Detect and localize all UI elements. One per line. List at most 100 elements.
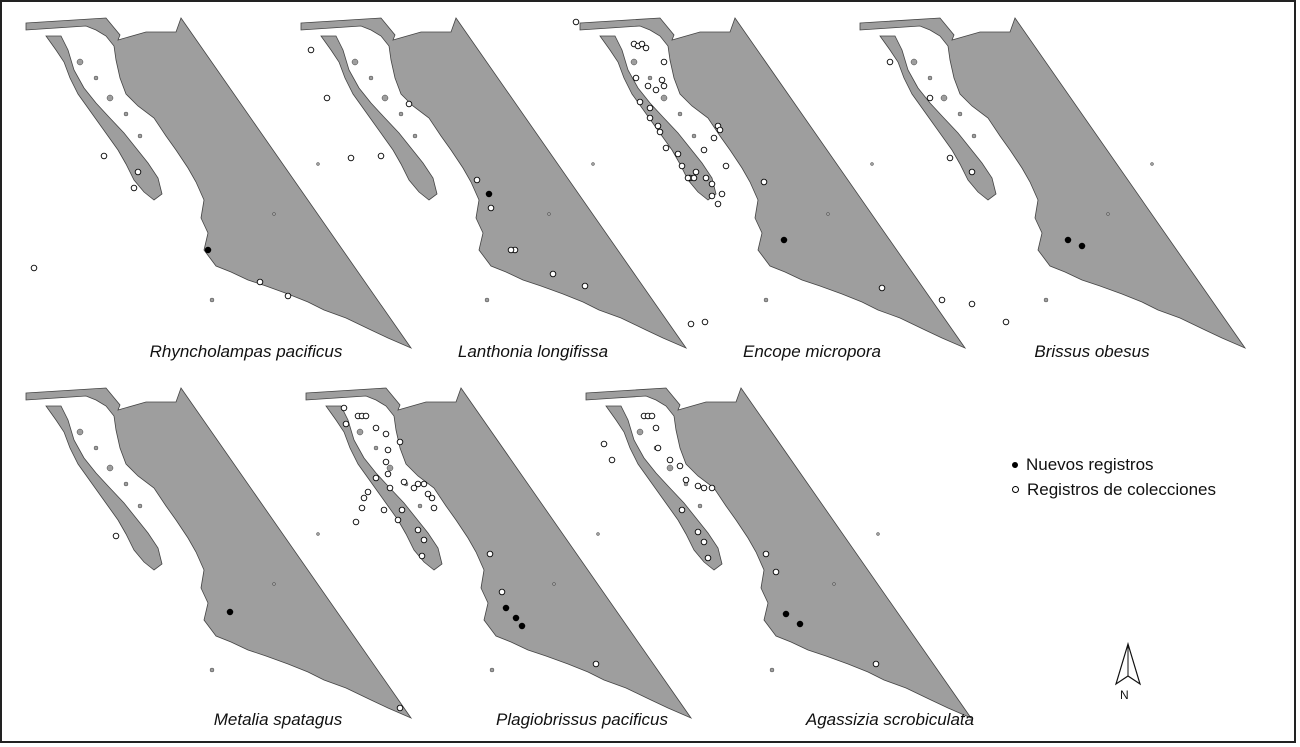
collection-record-point [284, 292, 292, 300]
collection-record-point [405, 100, 413, 108]
collection-record-point [700, 484, 708, 492]
caption-plagiobrissus: Plagiobrissus pacificus [496, 710, 668, 729]
collection-record-point [702, 174, 710, 182]
caption-metalia: Metalia spatagus [213, 710, 343, 729]
collection-record-point [600, 440, 608, 448]
legend-label-new: Nuevos registros [1026, 455, 1154, 474]
collection-record-point [701, 318, 709, 326]
collection-record-point [684, 174, 692, 182]
island-shape [691, 133, 697, 139]
collection-record-point [430, 504, 438, 512]
collection-record-point [638, 40, 646, 48]
collection-record-point [549, 270, 557, 278]
collection-record-point [652, 86, 660, 94]
island-shape [93, 445, 99, 451]
collection-record-point [704, 554, 712, 562]
collection-record-point [498, 588, 506, 596]
island-shape [209, 667, 215, 673]
collection-record-point [676, 462, 684, 470]
island-shape [373, 445, 379, 451]
peninsula-shape [45, 405, 163, 571]
collection-record-point [878, 284, 886, 292]
island-shape [940, 94, 948, 102]
peninsula-shape [605, 405, 723, 571]
collection-record-point [926, 94, 934, 102]
collection-record-point [384, 470, 392, 478]
collection-record-point [487, 204, 495, 212]
legend-row-new: Nuevos registros [1012, 452, 1216, 477]
collection-record-point [872, 660, 880, 668]
island-shape [971, 133, 977, 139]
collection-record-point [646, 114, 654, 122]
map-panel-4 [25, 387, 413, 719]
peninsula-shape [879, 35, 997, 201]
caption-rhyncholampas: Rhyncholampas pacificus [149, 342, 343, 361]
island-shape [832, 582, 836, 586]
peninsula-shape [320, 35, 438, 201]
collection-record-point [608, 456, 616, 464]
collection-record-point [710, 134, 718, 142]
new-record-point [204, 246, 212, 254]
collection-record-point [687, 320, 695, 328]
collection-record-point [648, 412, 656, 420]
collection-record-point [486, 550, 494, 558]
collection-record-point [256, 278, 264, 286]
collection-record-point [938, 296, 946, 304]
mainland-shape [305, 387, 693, 719]
collection-record-point [386, 484, 394, 492]
collection-record-point [716, 126, 724, 134]
new-record-point [518, 622, 526, 630]
island-shape [596, 532, 600, 536]
collection-record-point [708, 484, 716, 492]
island-shape [106, 464, 114, 472]
island-shape [316, 532, 320, 536]
peninsula-shape [325, 405, 443, 571]
island-shape [368, 75, 374, 81]
island-shape [412, 133, 418, 139]
collection-record-point [682, 476, 690, 484]
collection-record-point [708, 192, 716, 200]
island-shape [1150, 162, 1154, 166]
new-record-point [226, 608, 234, 616]
caption-lanthonia: Lanthonia longifissa [457, 342, 609, 361]
collection-record-point [968, 300, 976, 308]
collection-record-point [968, 168, 976, 176]
collection-record-point [396, 704, 404, 712]
island-shape [647, 75, 653, 81]
collection-record-point [360, 494, 368, 502]
island-shape [489, 667, 495, 673]
island-shape [272, 582, 276, 586]
collection-record-point [658, 76, 666, 84]
new-record-point [796, 620, 804, 628]
island-shape [636, 428, 644, 436]
collection-record-point [656, 128, 664, 136]
island-shape [209, 297, 215, 303]
island-shape [677, 111, 683, 117]
new-record-point [512, 614, 520, 622]
collection-record-point [718, 190, 726, 198]
collection-record-point [678, 506, 686, 514]
island-shape [547, 212, 551, 216]
collection-record-point [364, 488, 372, 496]
collection-record-point [382, 430, 390, 438]
island-shape [316, 162, 320, 166]
collection-record-point [678, 162, 686, 170]
island-shape [666, 464, 674, 472]
island-shape [591, 162, 595, 166]
island-shape [417, 503, 423, 509]
island-shape [769, 667, 775, 673]
collection-record-point [396, 438, 404, 446]
collection-record-point [100, 152, 108, 160]
map-panel-0 [25, 17, 413, 349]
collection-record-point [632, 74, 640, 82]
legend-label-collections: Registros de colecciones [1027, 480, 1216, 499]
collection-record-point [692, 168, 700, 176]
mainland-shape [25, 17, 413, 349]
collection-record-point [507, 246, 515, 254]
new-record-point [1078, 242, 1086, 250]
collection-record-point [384, 446, 392, 454]
island-shape [484, 297, 490, 303]
collection-record-point [660, 82, 668, 90]
